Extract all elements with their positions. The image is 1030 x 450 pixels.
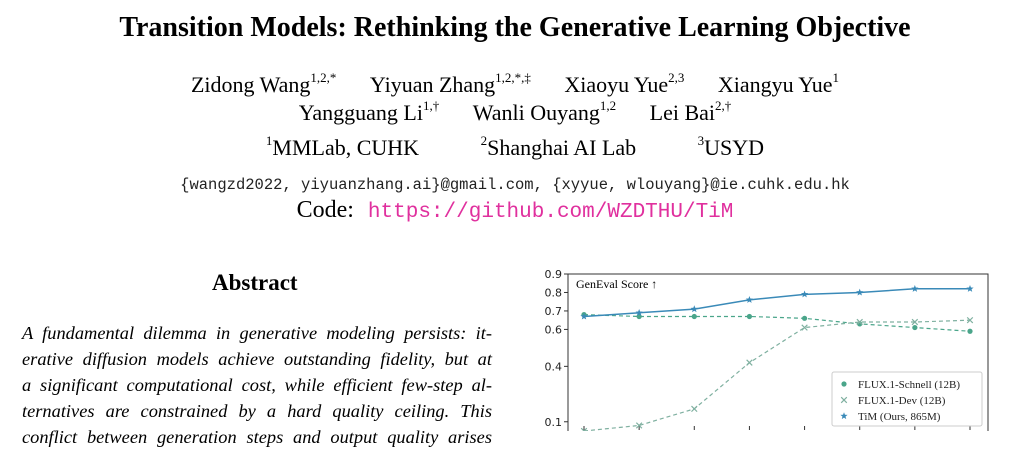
legend-label: FLUX.1-Dev (12B) [858, 395, 946, 407]
legend-label: FLUX.1-Schnell (12B) [858, 379, 960, 391]
affiliation: 3USYD [697, 133, 765, 160]
author-list-line-2: Yangguang Li1,† Wanli Ouyang1,2 Lei Bai2… [0, 98, 1030, 126]
author: Yiyuan Zhang1,2,*,‡ [369, 70, 531, 97]
data-point [801, 324, 808, 331]
abstract-line: a significant computational cost, while … [22, 375, 492, 395]
y-tick-label: 0.6 [545, 323, 563, 336]
code-link[interactable]: https://github.com/WZDTHU/TiM [367, 201, 734, 224]
paper-title: Transition Models: Rethinking the Genera… [119, 12, 911, 43]
abstract-heading: Abstract [212, 270, 298, 295]
abstract-line: conflict between generation steps and ou… [22, 427, 492, 447]
data-point [746, 313, 753, 320]
abstract-line: A fundamental dilemma in generative mode… [22, 323, 492, 343]
data-point [841, 381, 847, 387]
abstract-body: A fundamental dilemma in generative mode… [22, 320, 492, 450]
y-tick-label: 0.4 [545, 360, 563, 373]
data-point [911, 284, 919, 292]
y-tick-label: 0.8 [545, 286, 563, 299]
code-line: Code: https://github.com/WZDTHU/TiM [0, 197, 1030, 224]
data-point [856, 288, 864, 296]
chart-legend: FLUX.1-Schnell (12B) FLUX.1-Dev (12B) TiM … [831, 371, 983, 427]
affiliations: 1MMLab, CUHK 2Shanghai AI Lab 3USYD [0, 133, 1030, 161]
abstract-line: ternatives are constrained by a hard qua… [22, 401, 492, 421]
author: Wanli Ouyang1,2 [472, 98, 617, 125]
plot-frame [567, 273, 989, 431]
chart-title: GenEval Score ↑ [576, 277, 657, 291]
series-layer [580, 284, 974, 431]
legend-box [831, 371, 983, 427]
author: Xiaoyu Yue2,3 [564, 70, 685, 97]
series-line [583, 319, 971, 431]
data-point [800, 290, 809, 298]
data-point [580, 312, 588, 320]
geneval-chart: 0.1 0.4 0.6 0.7 0.8 0.9 GenEval Score ↑ FLUX.… [545, 268, 989, 431]
data-point [690, 305, 698, 313]
author-emails: {wangzd2022, yiyuanzhang.ai}@gmail.com, … [180, 176, 850, 194]
data-point [856, 318, 863, 326]
y-tick-label: 0.9 [545, 268, 563, 281]
data-point [967, 328, 973, 334]
data-point [840, 396, 848, 404]
abstract-line: erative diffusion models achieve outstan… [22, 349, 492, 369]
data-point [840, 412, 848, 420]
legend-label: TiM (Ours, 865M) [858, 411, 941, 423]
data-point [745, 296, 754, 303]
data-point [911, 318, 919, 326]
y-tick-label: 0.7 [545, 305, 563, 318]
y-tick-label: 0.1 [545, 416, 563, 429]
affiliation: 2Shanghai AI Lab [480, 133, 637, 160]
series-line [583, 314, 971, 332]
affiliation: 1MMLab, CUHK [265, 133, 420, 160]
data-point [635, 422, 643, 429]
data-point [635, 308, 643, 316]
author: Zidong Wang1,2,* [190, 70, 337, 97]
series-line [583, 288, 970, 318]
data-point [912, 324, 918, 331]
data-point [691, 313, 697, 320]
data-point [801, 315, 808, 321]
data-point [691, 405, 698, 413]
author: Yangguang Li1,† [298, 98, 440, 125]
data-point [580, 427, 588, 431]
author: Xiangyu Yue1 [717, 70, 840, 97]
author: Lei Bai2,† [649, 98, 732, 125]
data-point [966, 284, 974, 292]
data-point [966, 316, 974, 324]
code-label: Code: [296, 197, 354, 223]
x-axis [583, 426, 971, 430]
author-list-line-1: Zidong Wang1,2,* Yiyuan Zhang1,2,*,‡ Xia… [0, 70, 1030, 98]
y-axis: 0.1 0.4 0.6 0.7 0.8 0.9 [545, 268, 568, 429]
data-point [746, 359, 753, 366]
